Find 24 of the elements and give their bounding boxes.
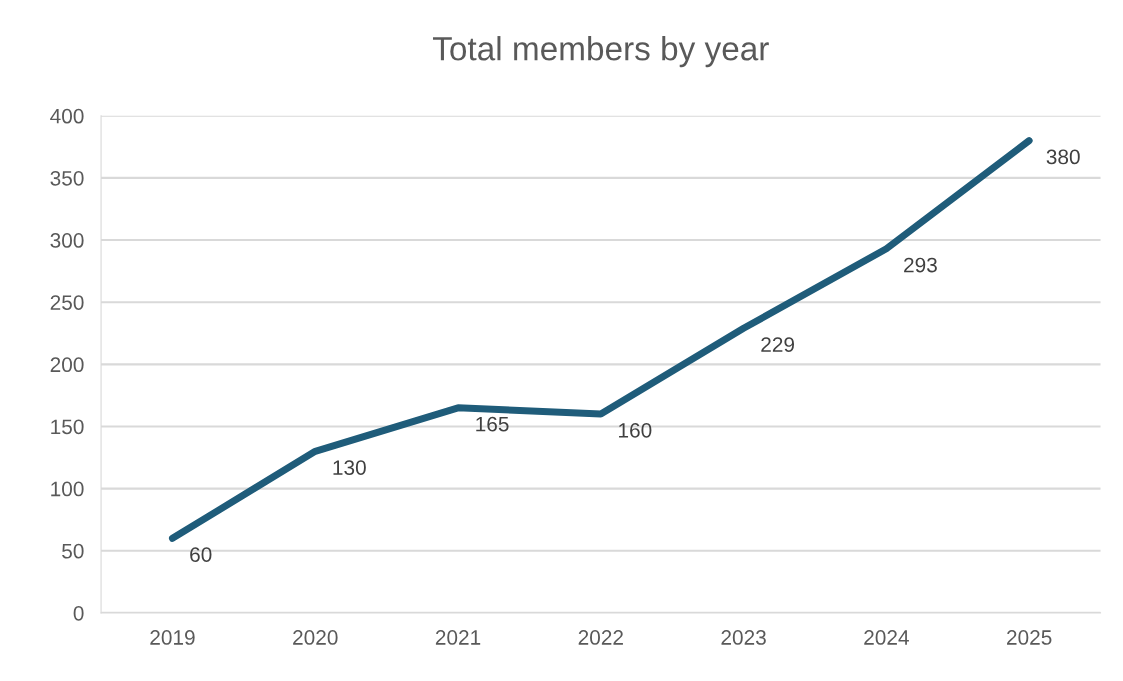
x-tick-label: 2024	[864, 630, 909, 645]
y-tick-label: 350	[50, 170, 84, 186]
x-tick-label: 2022	[578, 630, 623, 645]
y-tick-label: 400	[50, 108, 84, 124]
data-label: 293	[904, 257, 937, 273]
x-tick-label: 2019	[150, 630, 195, 645]
chart-title: Total members by year	[433, 36, 769, 68]
x-tick-label: 2025	[1007, 630, 1052, 645]
y-tick-label: 200	[50, 357, 84, 373]
data-label: 160	[619, 422, 652, 438]
data-label: 60	[190, 547, 212, 562]
y-tick-label: 100	[51, 481, 84, 497]
x-tick-label: 2023	[721, 630, 766, 645]
y-tick-label: 50	[62, 543, 84, 559]
y-tick-label: 250	[50, 295, 84, 310]
y-tick-label: 0	[73, 605, 84, 621]
data-label: 165	[476, 416, 509, 432]
data-label: 380	[1046, 149, 1080, 165]
x-tick-label: 2020	[293, 630, 338, 645]
y-tick-label: 300	[50, 233, 84, 248]
y-tick-label: 150	[51, 419, 84, 435]
x-tick-label: 2021	[435, 630, 481, 645]
data-label: 130	[333, 460, 366, 475]
data-label: 229	[761, 337, 795, 352]
